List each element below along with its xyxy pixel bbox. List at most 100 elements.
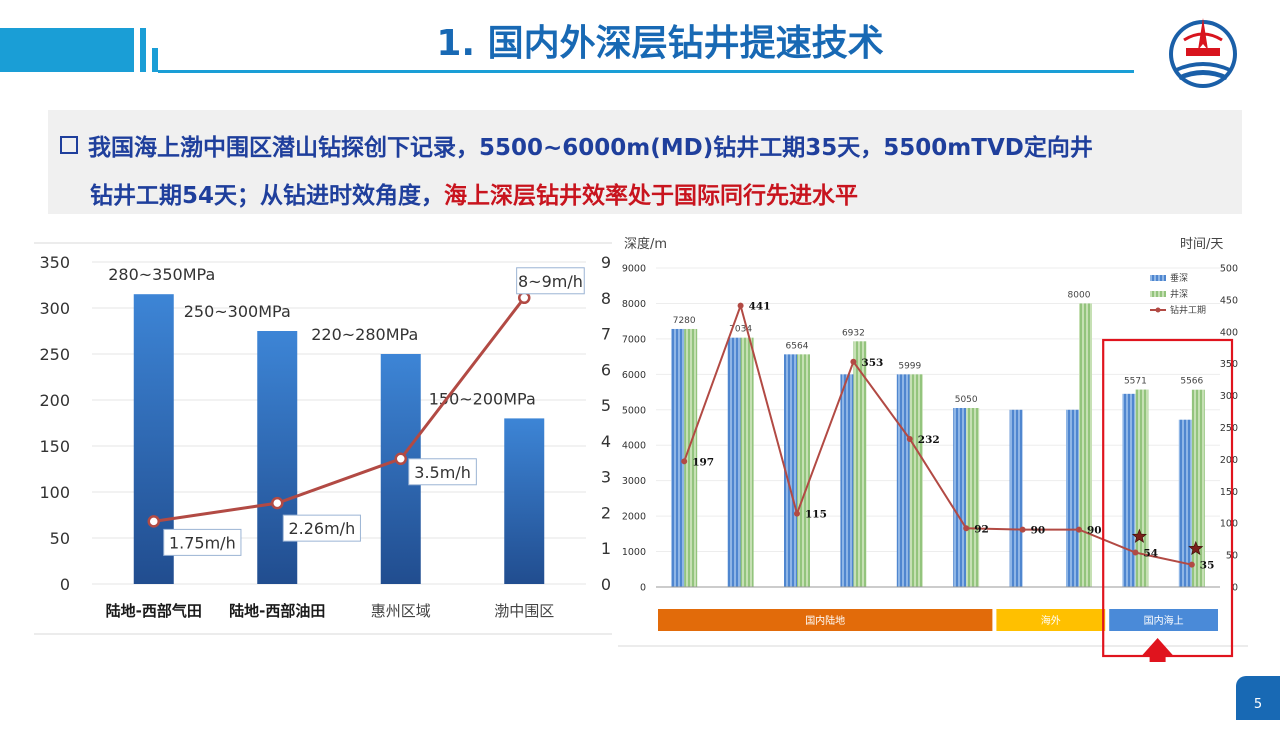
bar-value-label: 5571	[1124, 377, 1147, 387]
bullet-square-icon	[60, 136, 78, 154]
y2-tick-label: 200	[1220, 455, 1238, 466]
bar-value-label: 6564	[786, 341, 809, 351]
header-accent-stripe	[152, 48, 158, 72]
bar-tvd	[671, 328, 685, 587]
legend-label: 钻井工期	[1170, 304, 1206, 316]
chart-pressure-rop: 0 50 100 150 200 250 300 350 0 1 2 3 4 5 6 7 8 9 280~350MP…	[34, 242, 612, 635]
y2-tick-label: 6	[601, 360, 611, 379]
region-label: 国内海上	[1144, 614, 1184, 627]
y2-tick-label: 7	[601, 325, 611, 344]
drilling-time-point	[794, 510, 800, 517]
header-accent-stripe	[140, 28, 146, 72]
key-point-line-1: 我国海上渤中围区潜山钻探创下记录，5500~6000m(MD)钻井工期35天，5…	[60, 128, 1240, 162]
y2-tick-label: 5	[601, 396, 611, 415]
bar-label: 280~350MPa	[108, 265, 215, 284]
key-point-box	[48, 110, 1242, 214]
rop-label-box	[282, 514, 361, 542]
bar-md	[853, 341, 867, 587]
bar-md	[740, 337, 754, 587]
bar-value-label: 7034	[729, 325, 752, 335]
y2-tick-label: 0	[601, 575, 611, 594]
bar-value-label: 5566	[1180, 377, 1203, 387]
key-point-line-2: 钻井工期54天；从钻进时效角度，海上深层钻井效率处于国际同行先进水平	[90, 176, 1240, 210]
bar-label: 250~300MPa	[184, 302, 291, 321]
bar-value-label: 8000	[1068, 290, 1091, 300]
y-tick-label: 6000	[622, 370, 646, 381]
drilling-time-label: 35	[1200, 560, 1215, 572]
y2-tick-label: 4	[601, 432, 611, 451]
y2-tick-label: 450	[1220, 295, 1238, 306]
bar-tvd	[727, 337, 741, 587]
drilling-time-label: 441	[749, 301, 771, 313]
key-point-text-1: 我国海上渤中围区潜山钻探创下记录，5500~6000m(MD)钻井工期35天，5…	[88, 135, 1093, 161]
bar-md	[1079, 303, 1092, 587]
x-category-label: 惠州区域	[371, 602, 431, 620]
y2-tick-label: 300	[1220, 391, 1238, 402]
key-point-text-2: 钻井工期54天；从钻进时效角度，	[90, 183, 445, 209]
drilling-time-point	[1076, 526, 1082, 533]
bar-tvd	[1009, 409, 1023, 587]
x-category-label: 陆地-西部油田	[229, 602, 325, 620]
rop-point	[394, 452, 407, 466]
bar-value-label: 5999	[898, 361, 921, 371]
drilling-time-label: 353	[861, 357, 883, 369]
rop-point	[271, 496, 284, 510]
y-tick-label: 8000	[622, 299, 646, 310]
y-tick-label: 0	[640, 583, 646, 594]
bar-tvd	[1178, 419, 1192, 587]
y-tick-label: 350	[39, 253, 70, 272]
rop-label-box	[163, 528, 242, 556]
y-tick-label: 5000	[622, 405, 646, 416]
y-tick-label: 50	[50, 529, 70, 548]
bar-tvd	[953, 408, 967, 587]
x-category-label: 陆地-西部气田	[106, 602, 202, 620]
bar-tvd	[1122, 393, 1136, 587]
bar-tvd	[840, 374, 854, 587]
rop-label: 3.5m/h	[414, 463, 471, 482]
rop-label: 8~9m/h	[518, 272, 583, 291]
bar	[257, 331, 298, 584]
drilling-time-point	[1019, 526, 1026, 533]
region-band	[658, 609, 993, 631]
header-accent-bar	[0, 28, 134, 72]
drilling-time-point	[1188, 561, 1195, 568]
rop-line	[153, 296, 526, 523]
y-tick-label: 200	[39, 391, 70, 410]
y2-tick-label: 2	[601, 503, 611, 522]
y-tick-label: 2000	[622, 512, 646, 523]
legend-swatch-tvd	[1150, 275, 1166, 281]
rop-label: 1.75m/h	[169, 533, 236, 552]
page-title: 1. 国内外深层钻井提速技术	[436, 23, 884, 64]
y2-tick-label: 3	[601, 468, 611, 487]
bar-tvd	[1066, 409, 1079, 587]
y-tick-label: 300	[39, 299, 70, 318]
y2-tick-label: 0	[1232, 583, 1238, 594]
drilling-time-label: 90	[1087, 525, 1102, 537]
rop-label-box	[408, 458, 477, 486]
bar-label: 150~200MPa	[429, 389, 536, 408]
rop-point	[147, 515, 160, 528]
y2-tick-label: 350	[1220, 359, 1238, 370]
bar-md	[909, 374, 923, 587]
legend-swatch-md	[1150, 291, 1166, 297]
legend-label: 垂深	[1170, 272, 1188, 284]
y-tick-label: 0	[60, 575, 70, 594]
drilling-time-point	[963, 525, 970, 532]
record-star-icon	[1131, 528, 1147, 543]
y-tick-label: 4000	[622, 441, 646, 452]
y-tick-label: 7000	[622, 334, 646, 345]
y2-tick-label: 100	[1220, 519, 1238, 530]
key-point-highlight: 海上深层钻井效率处于国际同行先进水平	[444, 183, 859, 209]
y-tick-label: 1000	[622, 547, 646, 558]
y2-tick-label: 1	[601, 539, 611, 558]
legend-label: 井深	[1170, 288, 1188, 300]
drilling-time-label: 92	[974, 523, 989, 535]
drilling-time-label: 197	[692, 456, 714, 468]
y2-tick-label: 8	[601, 289, 611, 308]
drilling-time-point	[681, 458, 688, 465]
y-axis-title: 深度/m	[624, 236, 667, 252]
y-tick-label: 100	[39, 483, 70, 502]
page-number: 5	[1236, 676, 1280, 720]
drilling-time-line	[683, 302, 1193, 566]
x-category-label: 渤中围区	[494, 602, 554, 620]
